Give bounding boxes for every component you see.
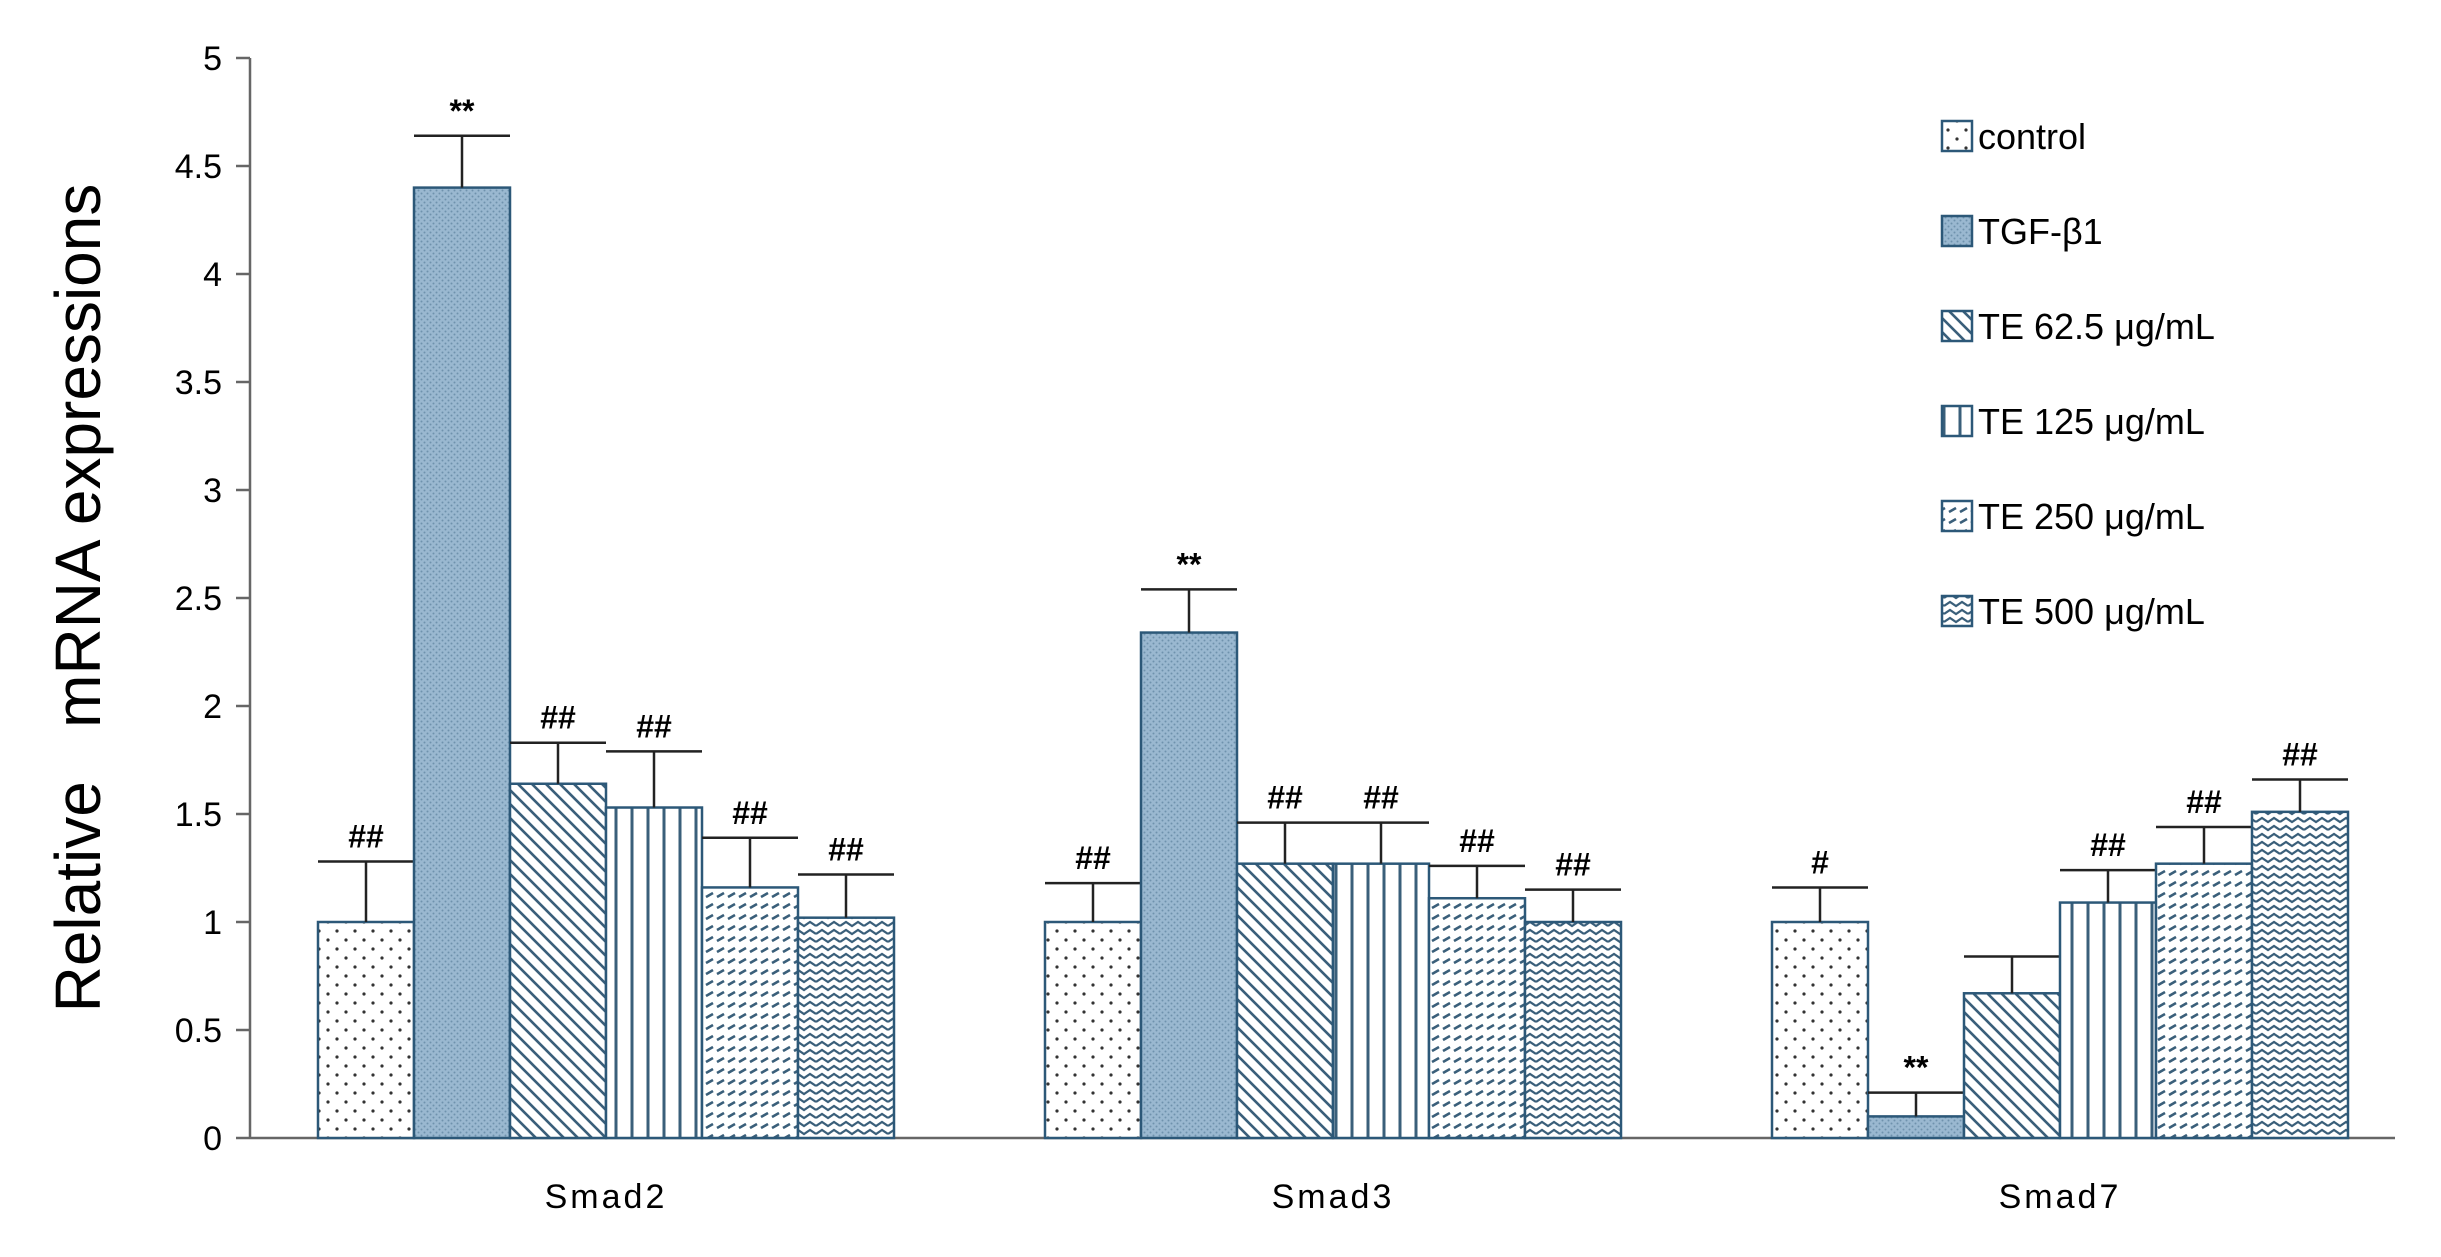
bar-smad3-1	[1139, 631, 1239, 1140]
bar-smad2-5	[796, 916, 896, 1140]
bars	[316, 134, 2350, 1140]
y-tick-label: 1.5	[175, 796, 222, 834]
significance-label: ##	[1555, 847, 1591, 883]
legend: control TGF-β1 TE 62.5 μg/mL TE 125 μg/mL TE…	[1940, 116, 2215, 632]
y-tick-label: 3.5	[175, 364, 222, 402]
significance-label: ##	[1363, 780, 1399, 816]
bar-smad2-1	[412, 186, 512, 1140]
bar-smad2-4	[700, 886, 800, 1140]
legend-swatch	[1940, 309, 1974, 343]
significance-label: #	[1811, 844, 1829, 880]
x-category-label: Smad3	[1272, 1178, 1395, 1216]
bar-smad3-3	[1331, 862, 1431, 1140]
significance-label: ##	[636, 708, 672, 744]
legend-label: control	[1978, 116, 2086, 157]
y-tick-label: 0.5	[175, 1012, 222, 1050]
y-tick-label: 4	[203, 256, 222, 294]
y-tick-label: 2	[203, 688, 222, 726]
y-axis-label: Relative mRNA expressions	[42, 184, 114, 1013]
legend-label: TE 500 μg/mL	[1978, 591, 2205, 632]
bar-smad2-0	[316, 920, 416, 1140]
bar-smad3-5	[1523, 920, 1623, 1140]
significance-label: ##	[1075, 840, 1111, 876]
x-category-label: Smad7	[1999, 1178, 2122, 1216]
axes: 0 0.5 1 1.5 2 2.5 3 3.5 4 4.5 5 Relative mRNA expre…	[42, 40, 2395, 1158]
y-tick-label: 1	[203, 904, 222, 942]
bar-smad7-5	[2250, 810, 2350, 1140]
significance-label: ##	[828, 831, 864, 867]
bar-smad7-3	[2058, 901, 2158, 1140]
x-category-label: Smad2	[545, 1178, 668, 1216]
significance-label: **	[450, 93, 475, 129]
significance-label: **	[1904, 1050, 1929, 1086]
legend-swatch	[1940, 119, 1974, 153]
significance-label: ##	[1267, 780, 1303, 816]
bar-smad7-0	[1770, 920, 1870, 1140]
labels: ## ** ## ## ## ## Smad2 ## ** ## ## ## ## Smad3 # ** ## #…	[348, 93, 2318, 1216]
bar-smad7-2	[1962, 992, 2062, 1140]
y-tick-label: 5	[203, 40, 222, 78]
legend-label: TE 125 μg/mL	[1978, 401, 2205, 442]
y-tick-label: 2.5	[175, 580, 222, 618]
legend-label: TGF-β1	[1978, 211, 2103, 252]
legend-swatch	[1940, 594, 1974, 628]
bar-smad2-3	[604, 806, 704, 1140]
legend-swatch	[1940, 214, 1974, 248]
bar-smad3-4	[1427, 896, 1527, 1140]
significance-label: ##	[2090, 827, 2126, 863]
bar-smad7-1	[1866, 1115, 1966, 1140]
legend-swatch	[1940, 499, 1974, 533]
legend-label: TE 62.5 μg/mL	[1978, 306, 2215, 347]
significance-label: **	[1177, 546, 1202, 582]
significance-label: ##	[2186, 784, 2222, 820]
legend-swatch	[1940, 404, 1974, 438]
significance-label: ##	[1459, 823, 1495, 859]
y-tick-label: 0	[203, 1120, 222, 1158]
y-tick-label: 4.5	[175, 148, 222, 186]
significance-label: ##	[540, 700, 576, 736]
significance-label: ##	[732, 795, 768, 831]
bar-smad2-2	[508, 782, 608, 1140]
bar-smad3-2	[1235, 862, 1335, 1140]
bar-smad3-0	[1043, 920, 1143, 1140]
legend-label: TE 250 μg/mL	[1978, 496, 2205, 537]
y-tick-label: 3	[203, 472, 222, 510]
bar-smad7-4	[2154, 862, 2254, 1140]
significance-label: ##	[2282, 736, 2318, 772]
significance-label: ##	[348, 819, 384, 855]
